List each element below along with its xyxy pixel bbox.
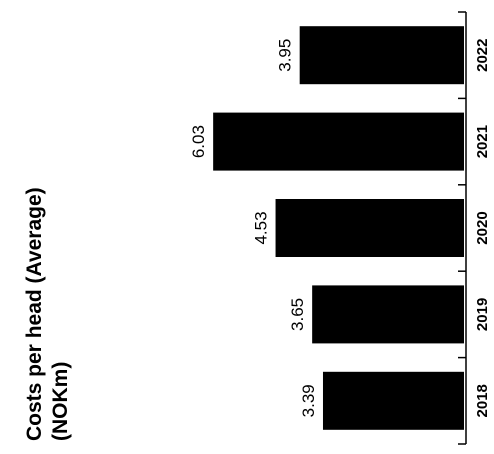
- bar-2022: [299, 26, 464, 85]
- data-label-2021: 6.03: [189, 125, 208, 158]
- bar-2019: [312, 285, 464, 344]
- category-label-2018: 2018: [474, 384, 491, 417]
- data-label-2022: 3.95: [276, 39, 295, 72]
- chart-title-line-1: Costs per head (Average): [23, 187, 46, 441]
- category-label-2022: 2022: [474, 39, 491, 72]
- category-label-2020: 2020: [474, 211, 491, 244]
- chart-marks: 2018 3.39 2019 3.65 2020 4.53 2021 6.03 2022 3.95: [189, 11, 491, 445]
- bar-2018: [322, 371, 464, 430]
- data-label-2019: 3.65: [288, 298, 307, 331]
- data-label-2020: 4.53: [252, 211, 271, 244]
- data-label-2018: 3.39: [299, 384, 318, 417]
- category-label-2019: 2019: [474, 298, 491, 331]
- chart-title-line-2: (NOKm): [49, 362, 72, 441]
- bar-2021: [213, 112, 464, 171]
- category-label-2021: 2021: [474, 125, 491, 158]
- bar-2020: [275, 199, 464, 257]
